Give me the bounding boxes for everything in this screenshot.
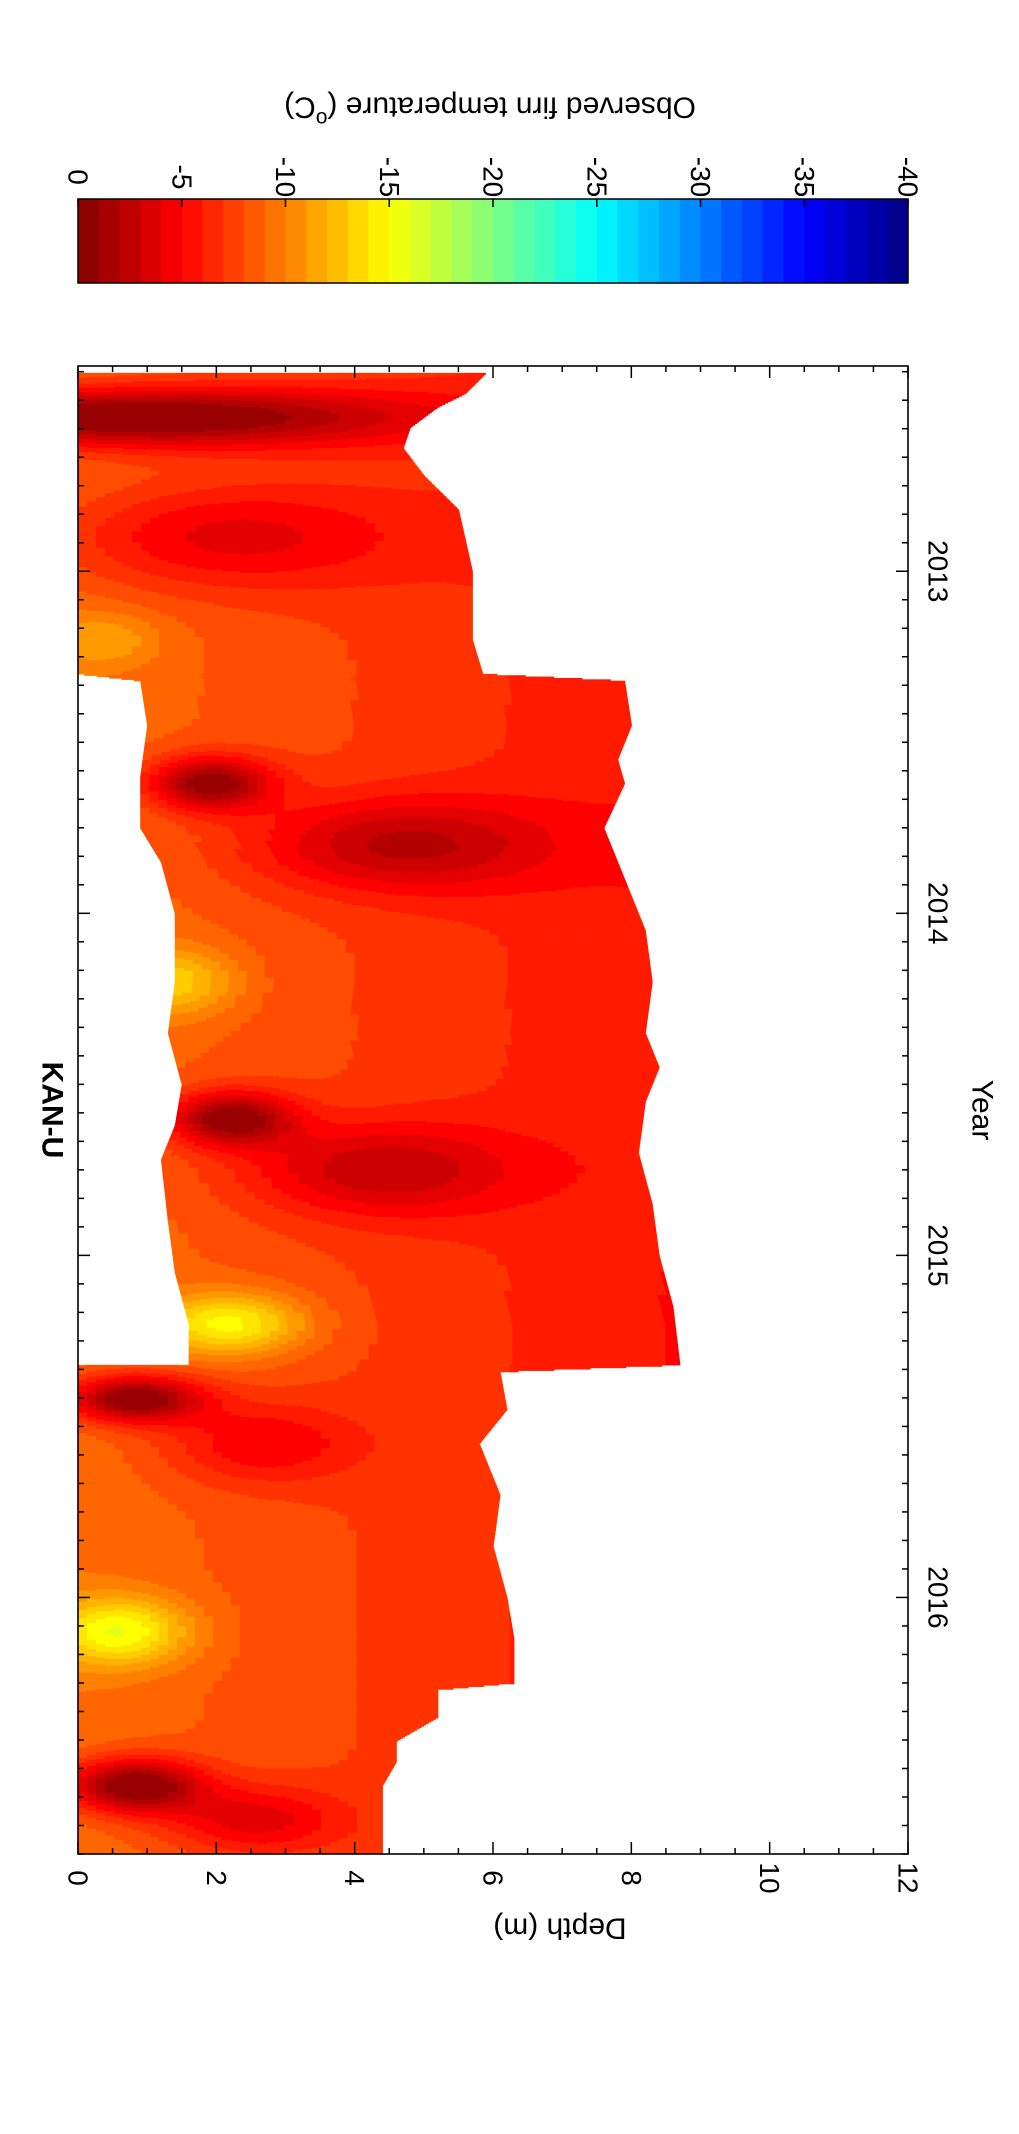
heatmap-cell [465,392,467,394]
heatmap-cell [447,402,448,404]
heatmap-cell [438,406,440,408]
heatmap-cell [411,426,412,428]
temperature-heatmap [78,373,680,1855]
heatmap-cell [429,413,430,415]
heatmap-cell [420,419,421,421]
heatmap-cell [474,384,475,386]
